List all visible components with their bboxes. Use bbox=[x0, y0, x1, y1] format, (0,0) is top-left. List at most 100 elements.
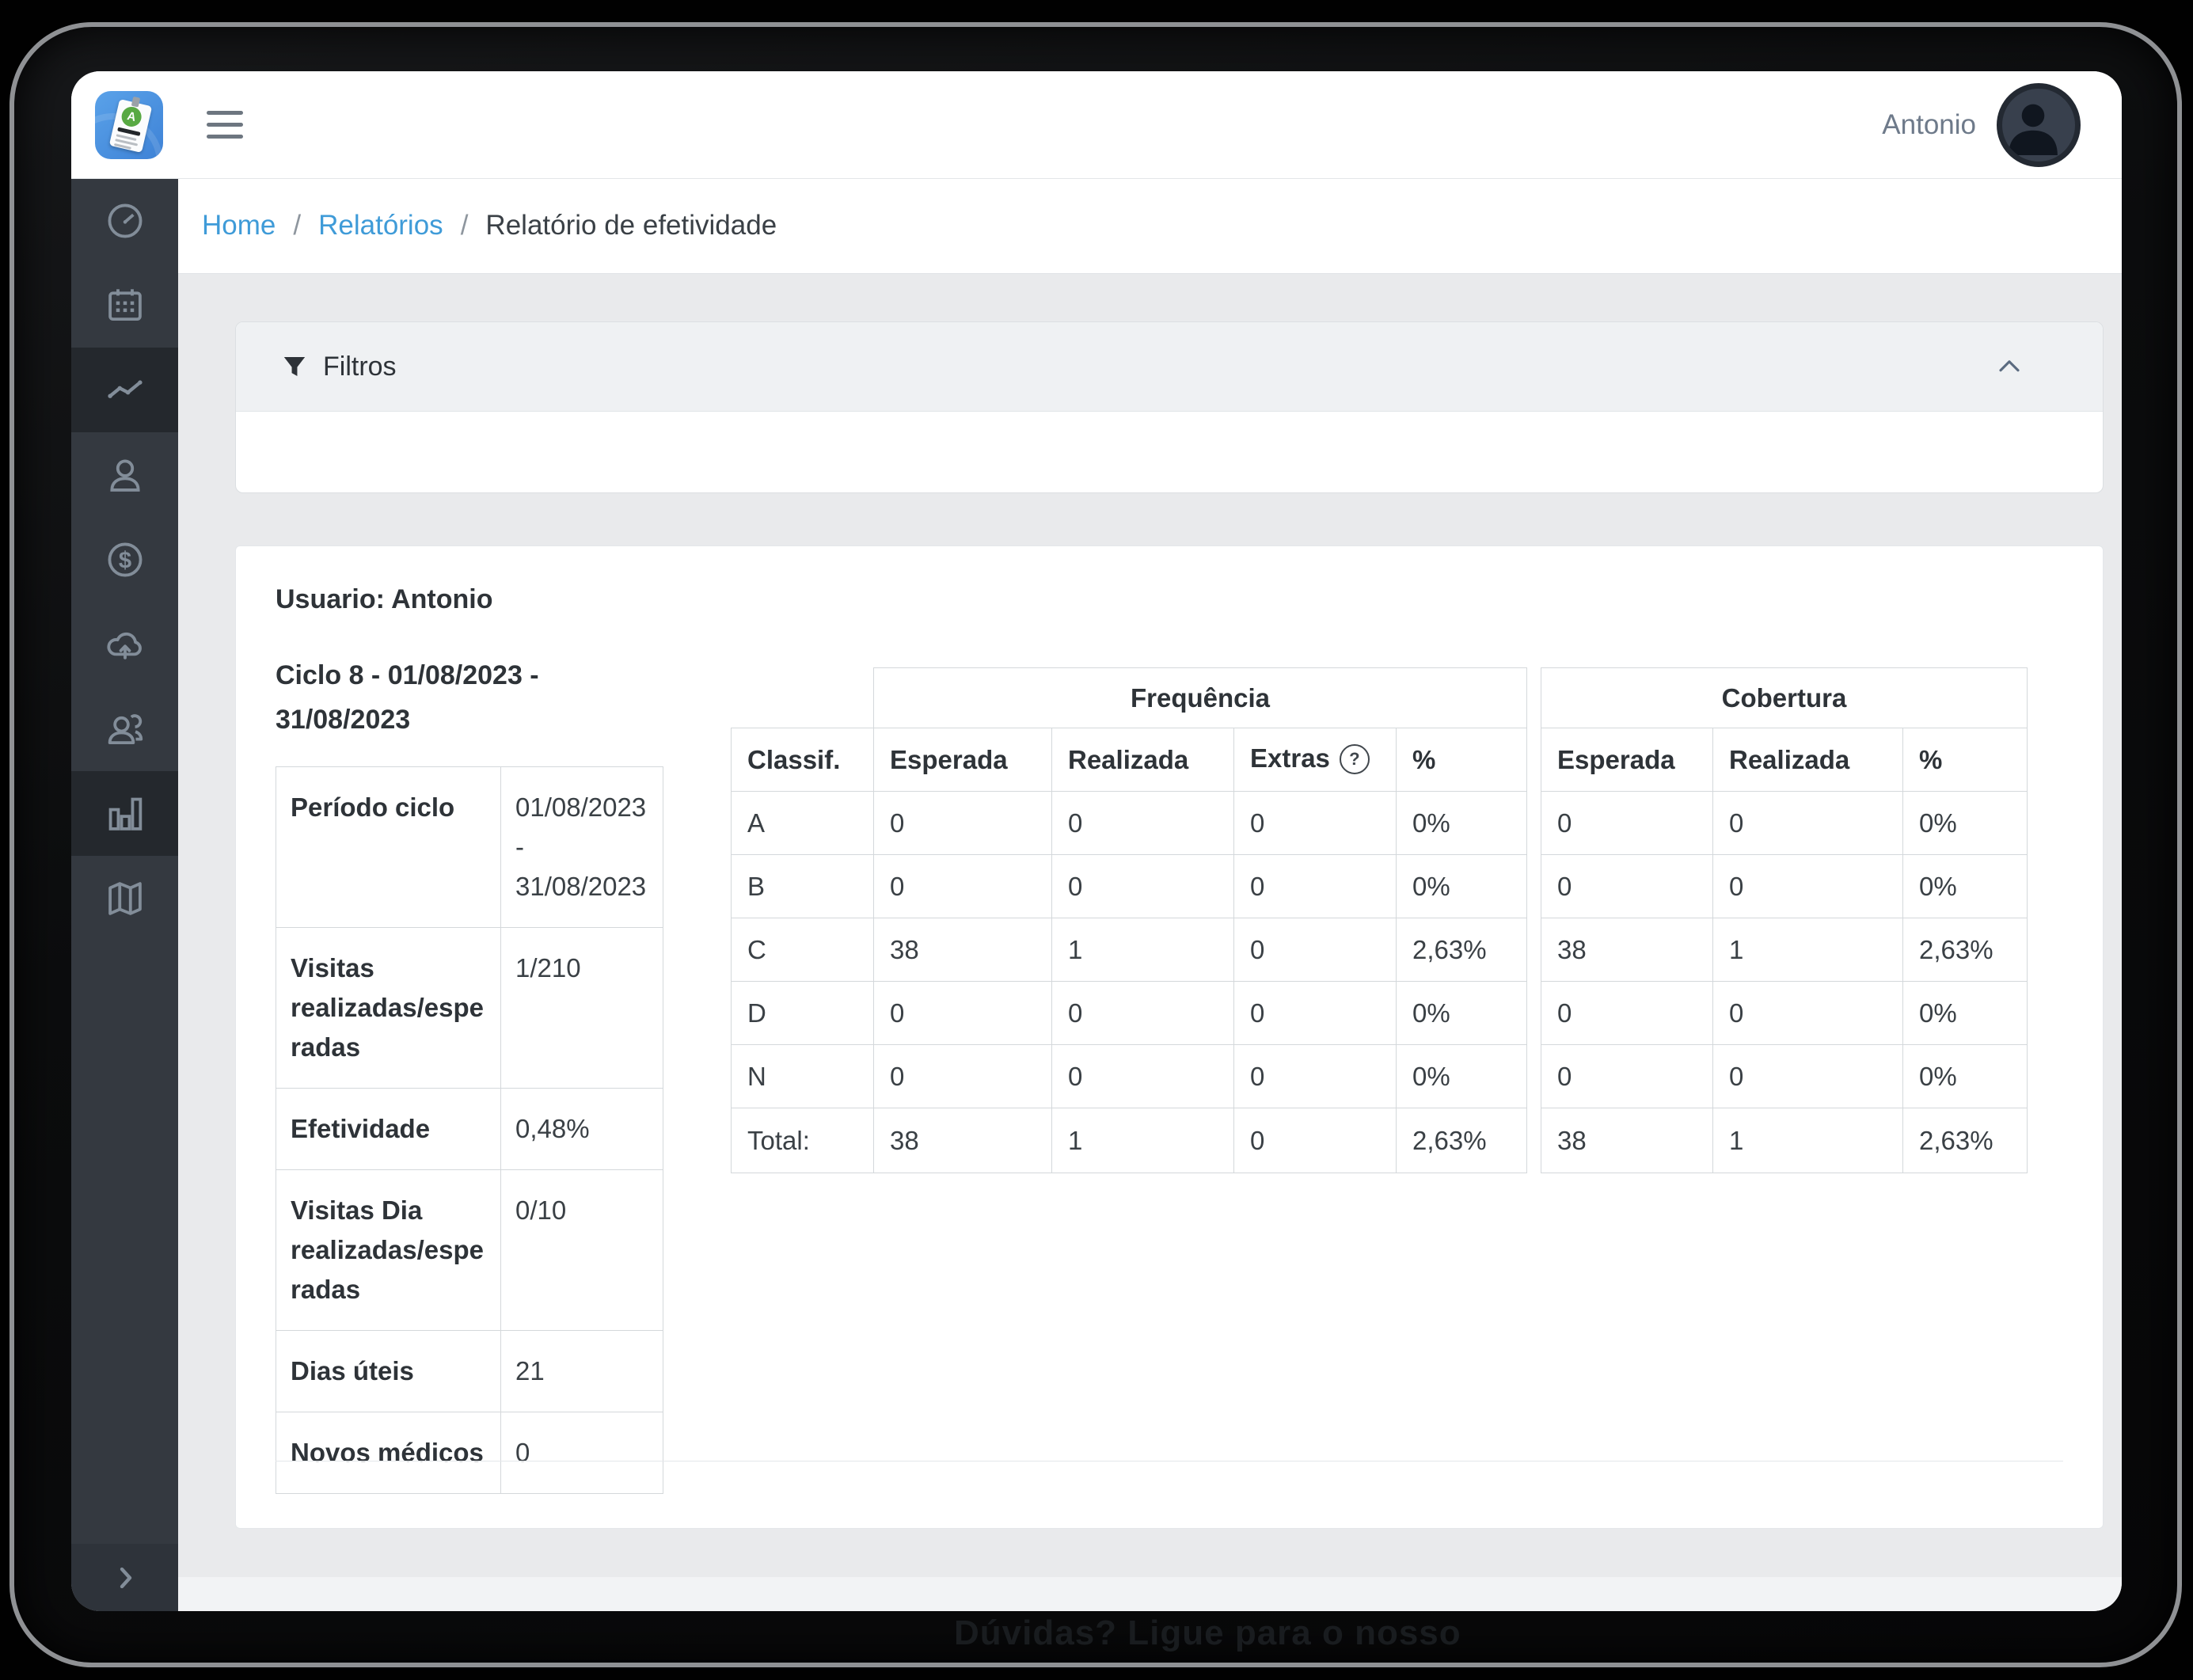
cell: 0 bbox=[873, 1044, 1052, 1108]
cell-classif: B bbox=[731, 854, 874, 918]
cell: 38 bbox=[1541, 1108, 1713, 1173]
table-total-row: Total: 38 1 0 2,63% bbox=[731, 1108, 1527, 1173]
column-header: Classif. bbox=[731, 728, 874, 792]
table-row: Esperada Realizada % bbox=[1541, 728, 2028, 792]
cell: 0% bbox=[1396, 854, 1527, 918]
cell: 0 bbox=[1233, 981, 1397, 1045]
cell: 38 bbox=[1541, 918, 1713, 982]
cell: 0 bbox=[1051, 791, 1234, 855]
table-row: 0 0 0% bbox=[1541, 854, 2028, 918]
cell-classif: D bbox=[731, 981, 874, 1045]
cell: 0 bbox=[1051, 1044, 1234, 1108]
breadcrumb: Home / Relatórios / Relatório de efetivi… bbox=[178, 178, 2122, 274]
column-header: % bbox=[1902, 728, 2028, 792]
sidebar-item-dashboard[interactable] bbox=[71, 178, 178, 263]
column-header: % bbox=[1396, 728, 1527, 792]
sidebar-item-contacts[interactable] bbox=[71, 432, 178, 517]
gauge-icon bbox=[108, 203, 142, 238]
summary-label: Dias úteis bbox=[276, 1330, 501, 1412]
table-total-row: 38 1 2,63% bbox=[1541, 1108, 2028, 1173]
cloud-upload-icon bbox=[106, 632, 142, 659]
summary-label: Efetividade bbox=[276, 1088, 501, 1170]
breadcrumb-separator: / bbox=[293, 210, 302, 241]
table-row: 0 0 0% bbox=[1541, 1044, 2028, 1108]
summary-value: 0/10 bbox=[500, 1169, 663, 1331]
breadcrumb-link-home[interactable]: Home bbox=[202, 210, 276, 241]
cell: 0 bbox=[1233, 791, 1397, 855]
cell: 2,63% bbox=[1902, 1108, 2028, 1173]
chevron-up-icon[interactable] bbox=[1992, 349, 2027, 384]
sidebar-item-team[interactable] bbox=[71, 686, 178, 771]
sidebar-item-calendar[interactable] bbox=[71, 263, 178, 348]
frequencia-table: Frequência Classif. Esperada Realizada E… bbox=[731, 667, 1527, 1173]
summary-label: Período ciclo bbox=[276, 766, 501, 928]
cell: 2,63% bbox=[1396, 1108, 1527, 1173]
cell: 1 bbox=[1712, 1108, 1903, 1173]
sidebar-item-finance[interactable]: $ bbox=[71, 517, 178, 602]
table-row: 0 0 0% bbox=[1541, 981, 2028, 1045]
cell: 1 bbox=[1051, 1108, 1234, 1173]
frequencia-group-header: Frequência bbox=[873, 667, 1527, 728]
breadcrumb-link-relatorios[interactable]: Relatórios bbox=[318, 210, 443, 241]
table-row: D 0 0 0 0% bbox=[731, 981, 1527, 1045]
summary-value: 1/210 bbox=[500, 927, 663, 1089]
cell: 0% bbox=[1902, 1044, 2028, 1108]
table-row: Classif. Esperada Realizada Extras? % bbox=[731, 728, 1527, 792]
sidebar-item-performance[interactable] bbox=[71, 348, 178, 432]
report-card: Usuario: Antonio Ciclo 8 - 01/08/2023 - … bbox=[235, 545, 2104, 1529]
summary-value: 21 bbox=[500, 1330, 663, 1412]
menu-hamburger-icon[interactable] bbox=[207, 111, 243, 139]
cell: 0% bbox=[1902, 854, 2028, 918]
cell: 0 bbox=[1541, 981, 1713, 1045]
cell: 38 bbox=[873, 918, 1052, 982]
table-row: C 38 1 0 2,63% bbox=[731, 918, 1527, 982]
summary-table: Período ciclo 01/08/2023 - 31/08/2023 Vi… bbox=[276, 766, 663, 1494]
main-area: Home / Relatórios / Relatório de efetivi… bbox=[178, 178, 2122, 1611]
sidebar-item-map[interactable] bbox=[71, 856, 178, 941]
table-row: Frequência bbox=[732, 667, 1527, 728]
bottom-strip bbox=[178, 1577, 2122, 1611]
summary-value: 0 bbox=[500, 1412, 663, 1494]
cell: 0 bbox=[1233, 1044, 1397, 1108]
cell: 0% bbox=[1902, 791, 2028, 855]
table-row: N 0 0 0 0% bbox=[731, 1044, 1527, 1108]
user-menu[interactable]: Antonio bbox=[1882, 82, 2122, 167]
background-page-text: Dúvidas? Ligue para o nosso bbox=[954, 1613, 1461, 1652]
calendar-icon bbox=[108, 288, 142, 321]
cell: 0 bbox=[1541, 791, 1713, 855]
cell: 0 bbox=[873, 854, 1052, 918]
report-user-line: Usuario: Antonio bbox=[276, 584, 493, 614]
summary-value: 01/08/2023 - 31/08/2023 bbox=[500, 766, 663, 928]
sidebar-item-reports[interactable] bbox=[71, 771, 178, 856]
filters-panel-header[interactable]: Filtros bbox=[236, 322, 2103, 412]
table-row: 0 0 0% bbox=[1541, 791, 2028, 855]
cell: 0 bbox=[1712, 791, 1903, 855]
filter-funnel-icon bbox=[283, 357, 306, 376]
cell: 0% bbox=[1396, 1044, 1527, 1108]
breadcrumb-separator: / bbox=[460, 210, 469, 241]
user-name-label: Antonio bbox=[1882, 108, 1976, 140]
summary-label: Visitas Dia realizadas/esperadas bbox=[276, 1169, 501, 1331]
user-avatar[interactable] bbox=[1997, 82, 2081, 167]
column-header: Extras? bbox=[1233, 728, 1397, 792]
cell: 0 bbox=[1541, 854, 1713, 918]
cell: 0 bbox=[1233, 854, 1397, 918]
sidebar-collapse-toggle[interactable] bbox=[71, 1544, 178, 1611]
app-screen: A Antonio bbox=[71, 71, 2122, 1611]
app-logo[interactable]: A bbox=[95, 90, 163, 159]
cell: 0 bbox=[873, 791, 1052, 855]
person-silhouette-icon bbox=[2009, 104, 2058, 155]
table-row: B 0 0 0 0% bbox=[731, 854, 1527, 918]
extras-help-icon[interactable]: ? bbox=[1339, 743, 1370, 774]
cell: 38 bbox=[873, 1108, 1052, 1173]
cell: 0% bbox=[1396, 981, 1527, 1045]
cell: 2,63% bbox=[1396, 918, 1527, 982]
cell: 0 bbox=[1712, 1044, 1903, 1108]
content-area: Filtros Usuario: Antonio Ciclo 8 - 01/08… bbox=[178, 274, 2122, 1577]
column-header: Esperada bbox=[873, 728, 1052, 792]
sidebar-item-sync[interactable] bbox=[71, 602, 178, 686]
cell: 1 bbox=[1051, 918, 1234, 982]
report-cycle-line: Ciclo 8 - 01/08/2023 - 31/08/2023 bbox=[276, 660, 539, 735]
trend-line-icon bbox=[107, 379, 143, 398]
